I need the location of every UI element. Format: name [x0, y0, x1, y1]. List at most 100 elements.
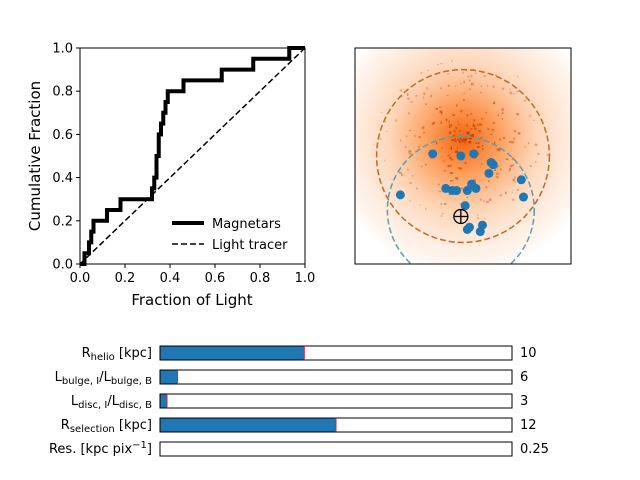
heat-speckle: [442, 160, 445, 162]
heat-speckle: [455, 127, 458, 129]
heat-speckle: [533, 119, 536, 122]
heat-speckle: [472, 124, 476, 127]
heat-speckle: [466, 132, 470, 135]
heat-speckle: [516, 112, 520, 116]
heat-speckle: [448, 120, 451, 123]
parameter-bars: Rhelio [kpc] 10 Lbulge, I/Lbulge, B 6 Ld…: [49, 345, 549, 457]
heat-speckle: [427, 69, 429, 72]
heat-speckle: [458, 123, 460, 126]
heat-speckle: [425, 103, 427, 106]
heat-speckle: [467, 75, 470, 78]
heat-speckle: [493, 101, 496, 103]
heat-speckle: [475, 142, 478, 144]
legend-label-light-tracer: Light tracer: [212, 238, 288, 253]
heat-speckle: [471, 134, 474, 137]
heat-speckle: [458, 141, 462, 143]
heat-speckle: [454, 140, 457, 142]
heat-speckle: [447, 164, 449, 168]
heat-speckle: [395, 119, 397, 122]
heat-speckle: [492, 102, 496, 105]
heat-speckle: [422, 96, 425, 99]
bar-label-bulge-ratio: Lbulge, I/Lbulge, B: [55, 370, 152, 387]
heat-speckle: [418, 145, 420, 149]
heat-speckle: [416, 187, 418, 190]
heat-speckle: [450, 60, 453, 62]
heat-speckle: [438, 190, 442, 193]
heat-speckle: [514, 181, 516, 183]
heat-speckle: [512, 178, 516, 182]
heat-speckle: [477, 146, 480, 149]
heat-speckle: [466, 131, 470, 133]
inner-dashed-circle: [386, 135, 536, 264]
heat-speckle: [504, 191, 507, 195]
heat-speckle: [498, 149, 501, 152]
heat-speckle: [466, 114, 469, 117]
map-points: [395, 149, 528, 237]
y-tick-label: 0.8: [52, 85, 73, 100]
heat-speckle: [481, 163, 483, 165]
heat-speckle: [476, 124, 478, 126]
heat-speckle: [496, 167, 498, 169]
y-tick-label: 0.4: [52, 171, 73, 186]
x-tick-label: 1.0: [295, 271, 316, 286]
magnetar-point: [488, 160, 498, 170]
sun-marker: [453, 208, 469, 225]
heat-speckle: [414, 135, 416, 138]
heat-speckle: [478, 152, 480, 155]
heat-speckle: [473, 119, 476, 122]
heat-speckle: [476, 217, 480, 220]
heat-speckle: [440, 215, 443, 217]
heat-speckle: [431, 123, 435, 125]
heat-speckle: [430, 94, 432, 98]
heat-speckle: [511, 141, 515, 144]
heat-speckle: [460, 137, 462, 140]
heat-speckle: [499, 194, 503, 197]
bar-label-resolution: Res. [kpc pix−1]: [49, 440, 152, 457]
heat-speckle: [487, 128, 489, 130]
bar-value-r-helio: 10: [520, 346, 537, 361]
heat-speckle: [509, 88, 511, 90]
x-tick-label: 0.8: [250, 271, 271, 286]
bar-fill-r-helio: [160, 346, 305, 360]
heat-speckle: [450, 148, 452, 150]
heat-speckle: [529, 165, 532, 168]
heat-speckle: [477, 214, 479, 217]
heat-speckle: [441, 112, 443, 115]
heat-speckle: [456, 147, 458, 150]
heat-speckle: [462, 141, 464, 143]
heat-speckle: [496, 177, 499, 179]
heat-speckle: [440, 63, 443, 65]
heat-speckle: [460, 138, 463, 141]
heat-speckle: [450, 158, 454, 161]
heat-speckle: [501, 118, 503, 120]
bar-label-disc-ratio: Ldisc, I/Ldisc, B: [71, 394, 152, 411]
heat-speckle: [501, 110, 504, 112]
heat-speckle: [457, 120, 459, 123]
heat-speckle: [423, 92, 426, 95]
heat-speckle: [469, 88, 471, 90]
heat-speckle: [516, 90, 520, 93]
heat-speckle: [375, 150, 377, 152]
heat-speckle: [400, 173, 404, 177]
heat-speckle: [511, 157, 515, 160]
legend: Magnetars Light tracer: [172, 217, 288, 253]
heat-speckle: [481, 118, 484, 120]
heat-speckle: [495, 73, 497, 76]
heat-speckle: [400, 139, 402, 142]
heat-speckle: [448, 126, 451, 128]
heat-speckle: [451, 139, 454, 142]
heat-speckle: [495, 175, 499, 178]
heat-speckle: [469, 137, 473, 140]
magnetar-point: [456, 151, 466, 161]
heat-speckle: [440, 87, 442, 90]
bar-row-r-helio: Rhelio [kpc] 10: [82, 345, 537, 363]
bar-value-disc-ratio: 3: [520, 394, 528, 409]
heat-speckle: [447, 73, 450, 75]
bar-row-r-selection: Rselection [kpc] 12: [61, 417, 537, 435]
heat-speckle: [496, 165, 499, 168]
bar-track-r-helio: [159, 345, 513, 361]
heat-speckle: [449, 124, 453, 127]
heat-speckle: [470, 74, 473, 78]
heat-speckle: [534, 143, 538, 146]
heat-speckle: [501, 87, 505, 90]
